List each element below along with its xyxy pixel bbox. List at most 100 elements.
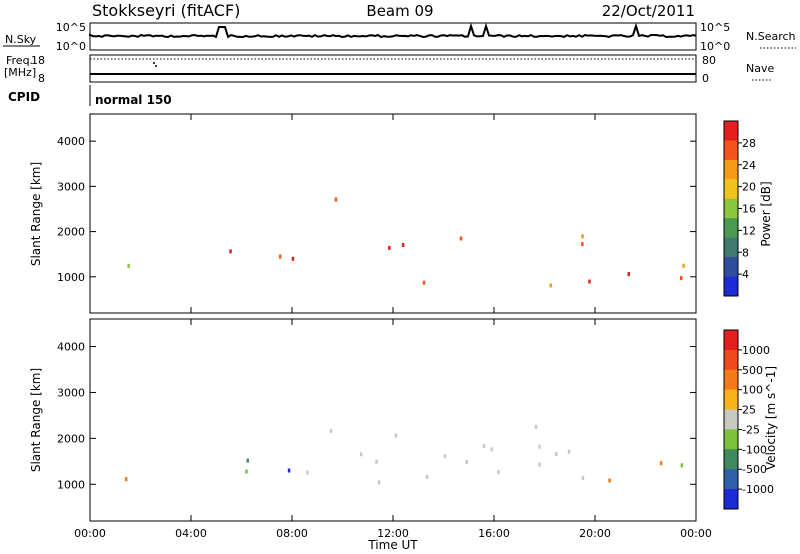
- nave-label: Nave: [746, 62, 774, 75]
- colorbar-swatch: [724, 330, 738, 351]
- heatmap-cell: [124, 477, 128, 482]
- velocity-colorbar: 1000 500 100 25 -25 -100 -500 -1000: [723, 329, 774, 510]
- colorbar-swatch: [724, 349, 738, 371]
- velocity-colorbar-label: Velocity [m s^-1]: [764, 366, 778, 470]
- heatmap-cell: [465, 460, 468, 464]
- heatmap-cell: [306, 470, 309, 475]
- colorbar-swatch: [724, 389, 738, 411]
- heatmap-cell: [682, 263, 685, 268]
- noise-panel-frame: [89, 22, 697, 51]
- heatmap-cell: [581, 234, 584, 239]
- nave-tick-top: 80: [702, 54, 716, 67]
- power-panel: 1000 2000 3000 4000 Slant Range [km]: [29, 113, 697, 314]
- heatmap-cell: [375, 459, 378, 464]
- colorbar-swatch: [724, 257, 738, 277]
- time-axis: 00:00 04:00 08:00 12:00 16:00 20:00 00:00: [74, 114, 712, 540]
- x-tick-label: 12:00: [377, 527, 409, 540]
- heatmap-cell: [588, 279, 591, 284]
- heatmap-cell: [680, 276, 683, 281]
- colorbar-tick-label: -25: [742, 423, 760, 436]
- power-heatmap-cells: [127, 197, 685, 288]
- colorbar-swatch: [724, 369, 738, 391]
- heatmap-cell: [425, 474, 429, 479]
- power-colorbar-label: Power [dB]: [759, 181, 773, 246]
- colorbar-swatch: [724, 276, 738, 297]
- colorbar-swatch: [724, 159, 738, 180]
- x-tick-label: 08:00: [276, 527, 308, 540]
- heatmap-cell: [555, 452, 558, 457]
- time-axis-label: Time UT: [367, 538, 418, 552]
- colorbar-tick-label: -1000: [742, 483, 774, 496]
- date-title: 22/Oct/2011: [602, 2, 695, 20]
- colorbar-swatch: [724, 237, 738, 258]
- colorbar-tick-label: 28: [742, 137, 756, 150]
- heatmap-cell: [334, 197, 338, 202]
- heatmap-cell: [482, 443, 486, 448]
- y-tick-label: 1000: [57, 478, 85, 491]
- heatmap-cell: [490, 447, 493, 452]
- freq-dot: [155, 65, 157, 67]
- power-colorbar: 28 24 20 16 12 8 4: [723, 120, 756, 297]
- heatmap-cell: [581, 242, 584, 247]
- heatmap-cell: [497, 470, 500, 475]
- colorbar-tick-label: -100: [742, 443, 767, 456]
- colorbar-tick-label: 20: [742, 181, 756, 194]
- heatmap-cell: [127, 264, 130, 268]
- power-panel-frame: [89, 113, 697, 314]
- colorbar-tick-label: 500: [742, 364, 763, 377]
- heatmap-cell: [359, 452, 363, 457]
- cpid-value: normal 150: [95, 93, 172, 107]
- heatmap-cell: [627, 272, 630, 277]
- colorbar-tick-label: 25: [742, 404, 756, 417]
- heatmap-cell: [538, 462, 541, 467]
- colorbar-tick-label: -500: [742, 463, 767, 476]
- heatmap-cell: [659, 461, 663, 466]
- cpid-label: CPID: [8, 90, 40, 104]
- colorbar-tick-label: 4: [742, 268, 749, 281]
- freq-tick-bottom: 8: [38, 72, 45, 85]
- x-tick-label: 20:00: [579, 527, 611, 540]
- y-tick-label: 2000: [57, 432, 85, 445]
- x-tick-label: 00:00: [680, 527, 712, 540]
- heatmap-cell: [608, 478, 611, 483]
- colorbar-tick-label: 12: [742, 224, 756, 237]
- heatmap-cell: [422, 280, 426, 285]
- heatmap-cell: [401, 243, 405, 247]
- colorbar-swatch: [724, 489, 738, 510]
- nave-tick-bottom: 0: [702, 72, 709, 85]
- x-tick-label: 16:00: [478, 527, 510, 540]
- station-title: Stokkseyri (fitACF): [92, 1, 240, 20]
- velocity-heatmap-cells: [124, 424, 684, 485]
- heatmap-cell: [388, 245, 391, 250]
- power-ylabel: Slant Range [km]: [29, 162, 43, 266]
- colorbar-tick-label: 100: [742, 384, 763, 397]
- colorbar-tick-label: 16: [742, 203, 756, 216]
- y-tick-label: 4000: [57, 135, 85, 148]
- freq-tick-top: 18: [31, 54, 45, 67]
- velocity-panel: 1000 2000 3000 4000 Slant Range [km]: [29, 318, 697, 522]
- colorbar-frame: [723, 329, 739, 510]
- colorbar-swatch: [724, 449, 738, 470]
- colorbar-swatch: [724, 121, 738, 141]
- power-y-axis: 1000 2000 3000 4000: [57, 135, 696, 284]
- x-tick-label: 00:00: [74, 527, 106, 540]
- colorbar-tick-label: 1000: [742, 344, 770, 357]
- colorbar-swatch: [724, 469, 738, 490]
- noise-tick-left-top: 10^5: [56, 21, 86, 34]
- nsky-label: N.Sky: [5, 33, 37, 46]
- heatmap-cell: [549, 283, 552, 288]
- heatmap-cell: [229, 249, 232, 254]
- colorbar-swatch: [724, 198, 738, 219]
- y-tick-label: 3000: [57, 180, 85, 193]
- velocity-y-axis: 1000 2000 3000 4000: [57, 341, 696, 491]
- freq-unit-label: [MHz]: [4, 66, 36, 79]
- heatmap-cell: [246, 458, 249, 463]
- y-tick-label: 1000: [57, 271, 85, 284]
- y-tick-label: 3000: [57, 386, 85, 399]
- beam-title: Beam 09: [366, 2, 433, 20]
- noise-tick-right-bottom: 10^0: [700, 40, 730, 53]
- freq-label: Freq.: [6, 54, 33, 67]
- y-tick-label: 2000: [57, 226, 85, 239]
- colorbar-tick-label: 24: [742, 159, 756, 172]
